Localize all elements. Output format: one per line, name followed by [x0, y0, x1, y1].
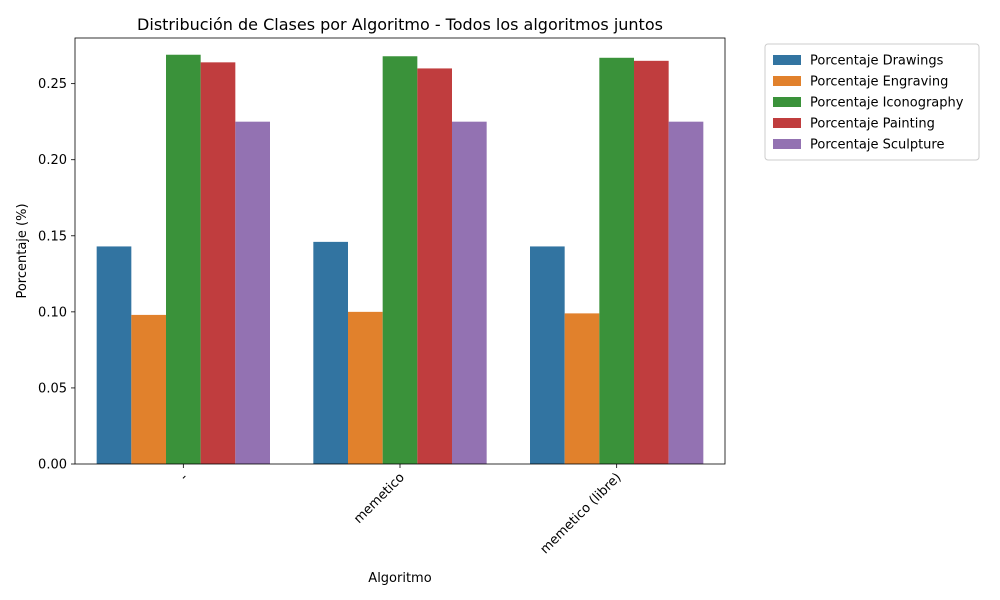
y-tick-label: 0.10 — [38, 305, 67, 320]
y-axis: 0.00 0.05 0.10 0.15 0.20 0.25 — [38, 77, 75, 473]
legend-entry-label: Porcentaje Painting — [810, 117, 935, 132]
x-tick-label: memetico — [351, 470, 408, 527]
legend: Porcentaje Drawings Porcentaje Engraving P… — [764, 43, 980, 161]
bar-porcentaje-drawings-1 — [313, 241, 348, 464]
legend-swatch — [773, 55, 801, 65]
x-axis-label: Algoritmo — [368, 571, 431, 586]
bar-porcentaje-engraving-1 — [348, 311, 383, 464]
bar-porcentaje-sculpture-1 — [452, 121, 487, 464]
legend-swatch — [773, 76, 801, 86]
legend-entry-label: Porcentaje Engraving — [810, 75, 948, 90]
y-tick-label: 0.20 — [38, 153, 67, 168]
legend-swatch — [773, 139, 801, 149]
bar-porcentaje-engraving-0 — [131, 314, 166, 464]
bar-porcentaje-sculpture-2 — [668, 121, 704, 464]
bar-porcentaje-engraving-2 — [564, 313, 600, 464]
plot-area — [74, 37, 726, 465]
x-axis: - memetico memetico (libre) — [177, 464, 624, 557]
y-tick-label: 0.00 — [38, 458, 67, 473]
bar-porcentaje-drawings-2 — [530, 246, 565, 464]
bar-porcentaje-iconography-2 — [599, 57, 634, 465]
legend-entry-label: Porcentaje Iconography — [810, 96, 964, 111]
x-tick-label: memetico (libre) — [538, 470, 625, 557]
bar-porcentaje-painting-0 — [200, 62, 236, 464]
y-tick-label: 0.05 — [38, 381, 67, 396]
bar-porcentaje-painting-1 — [417, 68, 452, 464]
x-tick-label: - — [177, 470, 191, 484]
chart-title: Distribución de Clases por Algoritmo - T… — [137, 15, 663, 34]
legend-entry-label: Porcentaje Drawings — [810, 54, 944, 69]
legend-swatch — [773, 97, 801, 107]
legend-box — [764, 43, 980, 161]
legend-entry-label: Porcentaje Sculpture — [810, 138, 944, 153]
bar-porcentaje-iconography-1 — [382, 56, 418, 464]
y-axis-label: Porcentaje (%) — [15, 203, 30, 298]
bar-porcentaje-sculpture-0 — [235, 121, 270, 464]
y-tick-label: 0.15 — [38, 229, 67, 244]
bar-porcentaje-iconography-0 — [166, 54, 201, 464]
bar-porcentaje-drawings-0 — [96, 246, 132, 464]
legend-swatch — [773, 118, 801, 128]
bar-porcentaje-painting-2 — [634, 60, 669, 464]
y-tick-label: 0.25 — [38, 77, 67, 92]
